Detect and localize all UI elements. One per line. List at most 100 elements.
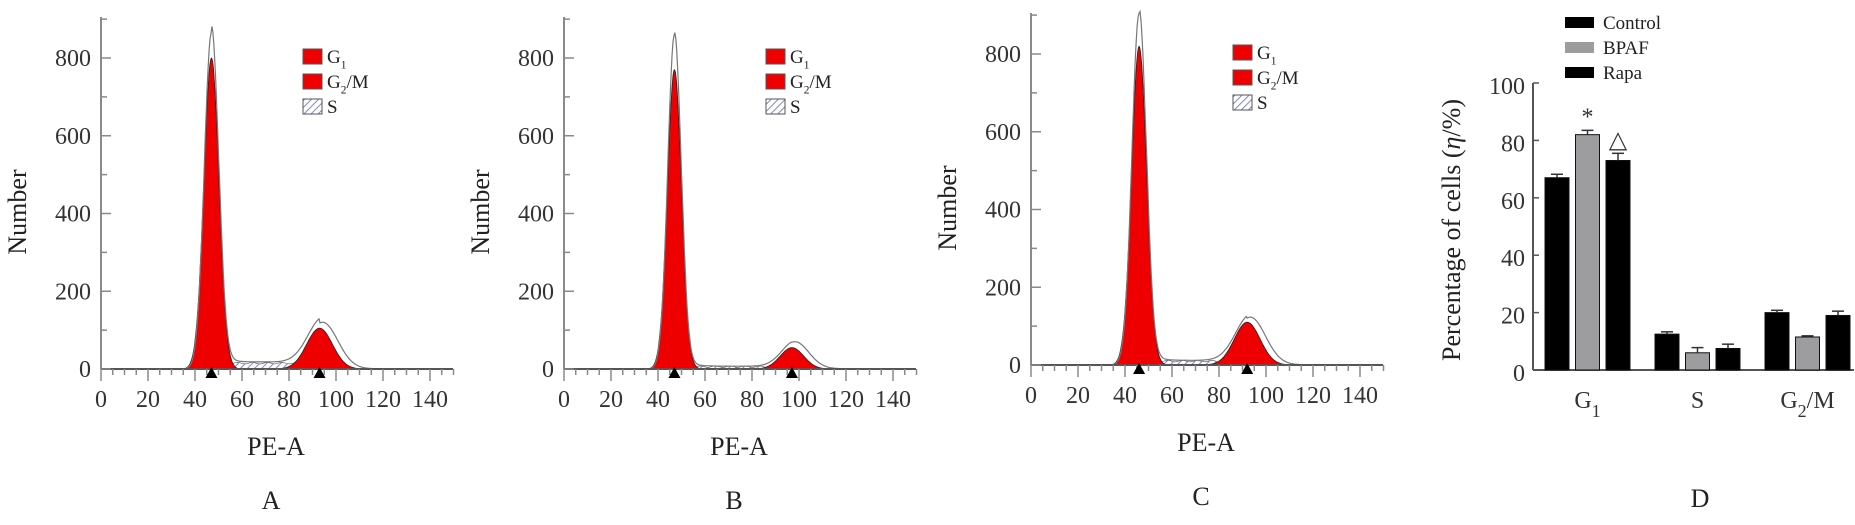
y-tick-label: 0 <box>79 357 91 383</box>
legend-label-main: S <box>790 97 801 118</box>
x-tick-label: 60 <box>230 387 254 413</box>
legend-swatch <box>302 73 323 90</box>
y-tick-label: 200 <box>985 275 1021 301</box>
x-tick-label: 100 <box>318 387 354 413</box>
legend-swatch <box>1232 94 1253 111</box>
panel-label: A <box>262 486 281 515</box>
bar-control <box>1544 177 1570 371</box>
x-tick-label: 140 <box>875 387 911 413</box>
y-axis-title-prefix: Percentage of cells ( <box>1437 149 1466 361</box>
y-tick-label: 800 <box>518 46 554 72</box>
y-axis-title: Number <box>3 169 32 255</box>
x-tick-label: 20 <box>1066 383 1090 409</box>
x-tick-label: 40 <box>646 387 670 413</box>
g1-peak-area <box>1107 45 1171 366</box>
legend-label: G1 <box>790 47 810 72</box>
legend-label-main: G <box>790 47 804 68</box>
x-tick-label: 80 <box>277 387 301 413</box>
significance-mark: * <box>1582 104 1594 130</box>
legend-swatch-control <box>1565 17 1594 28</box>
y-tick-label: 800 <box>985 42 1021 68</box>
y-axis-title-suffix: /%) <box>1437 99 1466 137</box>
panel-label: D <box>1691 484 1710 513</box>
legend-label: S <box>1257 93 1268 114</box>
legend-label-sub: 1 <box>1271 56 1277 68</box>
y-tick-label: 0 <box>1513 361 1525 387</box>
legend-swatch <box>1232 44 1253 61</box>
x-category-label-main: G <box>1574 388 1591 414</box>
legend-label-main: S <box>327 97 338 118</box>
x-axis-title: PE-A <box>247 432 305 461</box>
legend-label-suffix: /M <box>809 72 831 93</box>
legend-label-main: G <box>1257 68 1271 89</box>
peak-marker-triangle <box>785 367 798 378</box>
legend-label-main: G <box>1257 43 1271 64</box>
bar-rapa <box>1825 314 1851 371</box>
x-category-label-sub: 2 <box>1798 401 1807 421</box>
bar-bpaf <box>1685 352 1710 371</box>
y-tick-label: 20 <box>1501 304 1525 330</box>
legend-label-suffix: /M <box>1276 68 1298 89</box>
legend-label: BPAF <box>1603 38 1649 59</box>
legend-label: G1 <box>1257 43 1277 68</box>
y-tick-label: 400 <box>985 198 1021 224</box>
x-tick-label: 140 <box>1342 383 1378 409</box>
legend-label-suffix: /M <box>346 72 368 93</box>
legend-swatch-bpaf <box>1565 42 1594 53</box>
legend-label-sub: 2 <box>804 85 810 97</box>
peak-marker-triangle <box>668 367 681 378</box>
x-tick-label: 120 <box>365 387 401 413</box>
y-tick-label: 800 <box>55 46 91 72</box>
y-tick-label: 600 <box>518 124 554 150</box>
g2m-peak-area <box>1192 321 1301 366</box>
x-tick-label: 100 <box>1248 383 1284 409</box>
x-category-label-suffix: /M <box>1807 388 1835 414</box>
legend-label-sub: 2 <box>341 85 347 97</box>
legend-label: G2/M <box>1257 68 1299 93</box>
bar-bpaf <box>1795 336 1820 371</box>
y-tick-label: 400 <box>55 202 91 228</box>
y-axis-title: Number <box>933 165 962 251</box>
legend-label: Rapa <box>1603 63 1643 84</box>
legend-label-sub: 2 <box>1271 81 1277 93</box>
x-tick-label: 100 <box>781 387 817 413</box>
legend-label: G2/M <box>790 72 832 97</box>
legend-label-main: G <box>327 72 341 93</box>
bar-bpaf <box>1575 134 1600 371</box>
y-tick-label: 200 <box>518 279 554 305</box>
y-tick-label: 200 <box>55 279 91 305</box>
g1-peak-area <box>644 69 704 370</box>
peak-marker-triangle <box>313 367 326 378</box>
histogram-panel-c: 0 200 400 600 800 0 20 40 60 80 100 120 140 Number PE-… <box>933 9 1385 511</box>
y-tick-label: 60 <box>1501 189 1525 215</box>
y-tick-label: 400 <box>518 202 554 228</box>
y-tick-label: 0 <box>542 357 554 383</box>
legend-swatch <box>765 48 786 65</box>
x-category-label-main: G <box>1780 388 1797 414</box>
x-category-label-main: S <box>1691 388 1704 414</box>
legend-label: S <box>790 97 801 118</box>
x-tick-label: 20 <box>599 387 623 413</box>
y-tick-label: 0 <box>1009 353 1021 379</box>
y-tick-label: 40 <box>1501 246 1525 272</box>
x-category-label-sub: 1 <box>1592 401 1601 421</box>
x-tick-label: 140 <box>412 387 448 413</box>
x-tick-label: 60 <box>693 387 717 413</box>
x-tick-label: 120 <box>1295 383 1331 409</box>
legend-swatch <box>302 48 323 65</box>
panel-label: C <box>1192 482 1209 511</box>
x-tick-label: 40 <box>1113 383 1137 409</box>
legend-label-sub: 1 <box>804 60 810 72</box>
x-tick-label: 120 <box>828 387 864 413</box>
x-tick-label: 60 <box>1160 383 1184 409</box>
panel-label: B <box>725 486 742 515</box>
legend-swatch <box>765 73 786 90</box>
legend-label: G1 <box>327 47 347 72</box>
raw-histogram-line <box>171 26 395 370</box>
x-tick-label: 0 <box>1025 383 1037 409</box>
legend-label: G2/M <box>327 72 369 97</box>
x-tick-label: 80 <box>1207 383 1231 409</box>
y-axis-title-symbol: η <box>1437 137 1466 150</box>
